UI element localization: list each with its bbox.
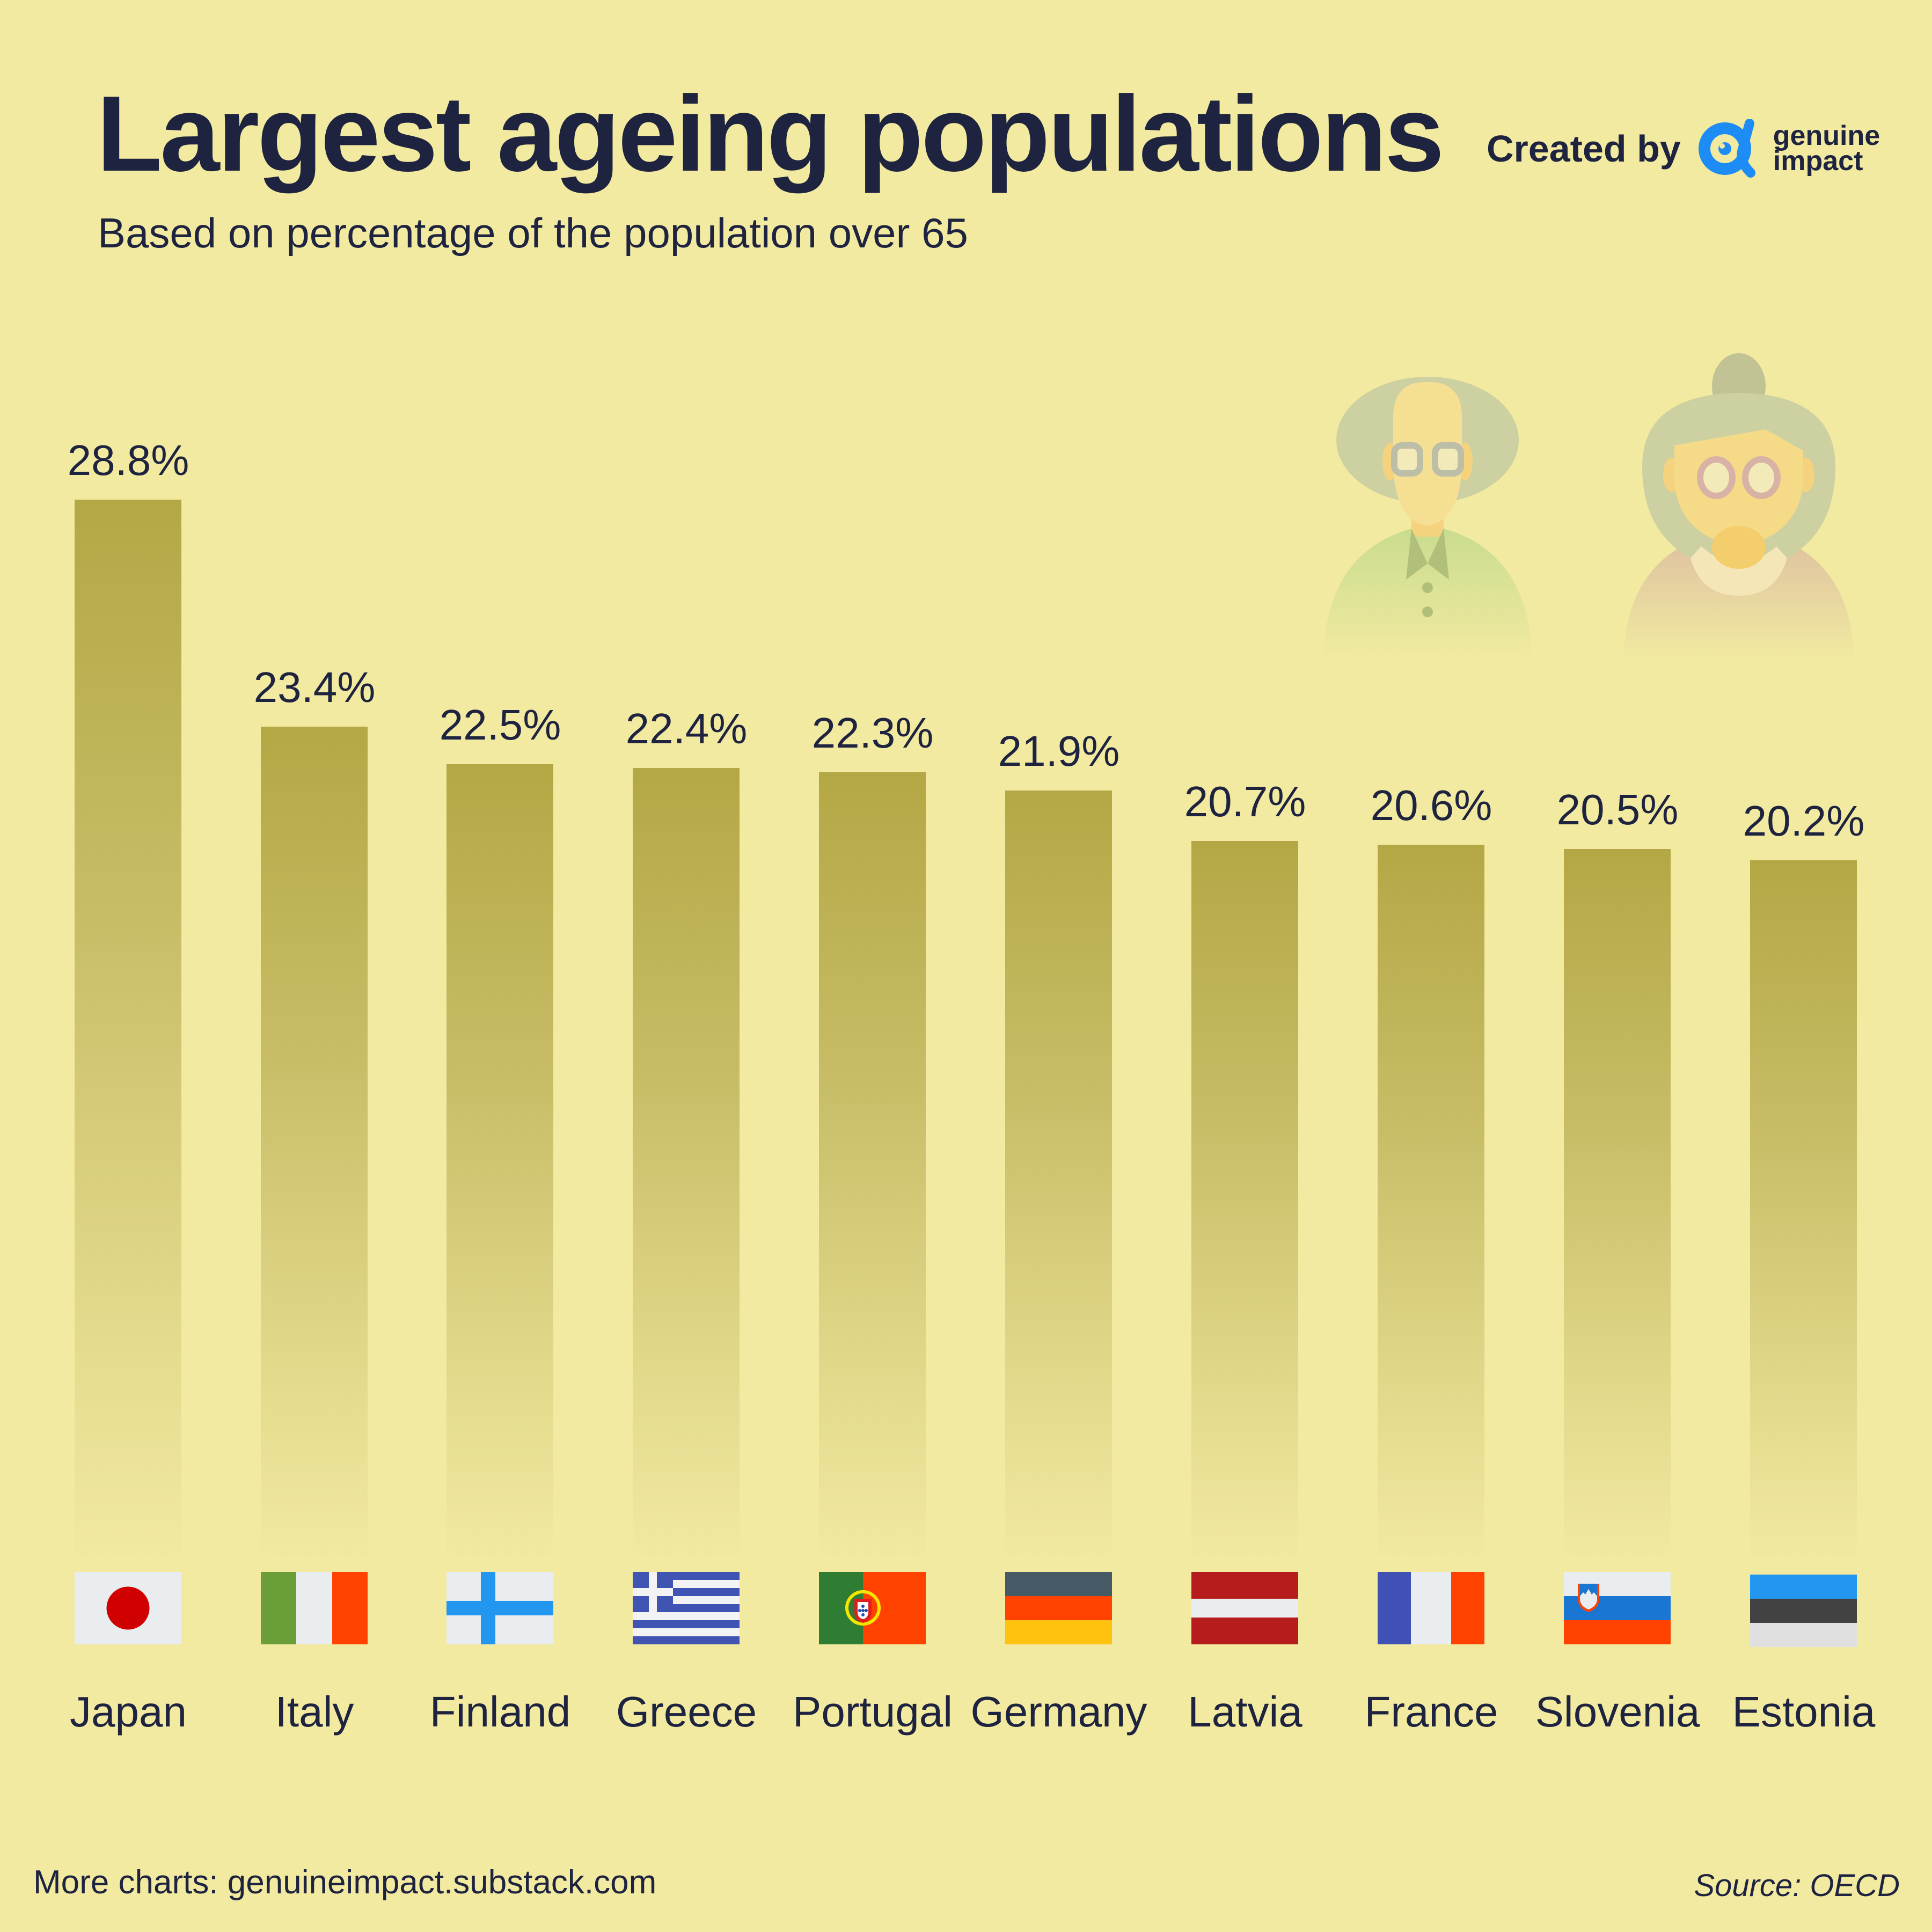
chart-subtitle: Based on percentage of the population ov… xyxy=(98,209,968,257)
germany-flag-icon xyxy=(1005,1572,1112,1644)
france-flag-icon xyxy=(1378,1572,1484,1644)
brand-credit: Created by genuine impact xyxy=(1487,119,1880,178)
value-label: 20.5% xyxy=(1556,786,1679,833)
created-by-label: Created by xyxy=(1487,128,1681,170)
country-label: Germany xyxy=(970,1688,1147,1736)
japan-flag-icon xyxy=(75,1572,181,1644)
estonia-flag-icon xyxy=(1750,1575,1857,1647)
bar xyxy=(1564,849,1671,1557)
genuine-impact-logo-icon xyxy=(1697,119,1761,178)
value-label: 21.9% xyxy=(998,727,1120,775)
bar xyxy=(1378,845,1484,1557)
value-label: 20.2% xyxy=(1743,797,1865,845)
grandfather-icon xyxy=(1323,377,1532,660)
brand-line-2: impact xyxy=(1773,145,1863,177)
country-label: Latvia xyxy=(1188,1688,1302,1736)
country-label: Japan xyxy=(70,1688,187,1736)
bar xyxy=(447,764,553,1557)
value-label: 22.5% xyxy=(439,701,561,749)
source-note: Source: OECD xyxy=(1694,1868,1900,1903)
portugal-flag-icon xyxy=(819,1572,926,1644)
value-label: 22.3% xyxy=(811,709,934,757)
value-label: 22.4% xyxy=(625,705,748,752)
more-charts-link[interactable]: More charts: genuineimpact.substack.com xyxy=(33,1864,657,1901)
value-label: 20.7% xyxy=(1184,778,1306,825)
country-label: Slovenia xyxy=(1535,1688,1700,1736)
bar xyxy=(819,772,926,1557)
bar xyxy=(1191,841,1298,1557)
bar xyxy=(75,500,181,1557)
country-label: Greece xyxy=(616,1688,757,1736)
brand-wordmark: genuine impact xyxy=(1773,120,1880,177)
country-label: Finland xyxy=(429,1688,571,1736)
value-label: 20.6% xyxy=(1370,781,1492,829)
country-label: France xyxy=(1364,1688,1498,1736)
bar xyxy=(633,768,740,1557)
value-label: 23.4% xyxy=(253,663,376,711)
grandmother-icon xyxy=(1623,353,1854,660)
bar xyxy=(261,727,368,1557)
slovenia-flag-icon xyxy=(1564,1572,1671,1644)
country-label: Portugal xyxy=(793,1688,953,1736)
brand-line-1: genuine xyxy=(1773,120,1880,152)
latvia-flag-icon xyxy=(1191,1572,1298,1644)
greece-flag-icon xyxy=(633,1572,740,1644)
country-label: Italy xyxy=(275,1688,354,1736)
value-label: 28.8% xyxy=(67,436,189,484)
bar xyxy=(1750,860,1857,1557)
finland-flag-icon xyxy=(447,1572,553,1644)
italy-flag-icon xyxy=(261,1572,368,1644)
elderly-couple-illustration xyxy=(1304,343,1884,676)
bar xyxy=(1005,791,1112,1557)
chart-title: Largest ageing populations xyxy=(97,74,1444,194)
country-label: Estonia xyxy=(1732,1688,1876,1736)
